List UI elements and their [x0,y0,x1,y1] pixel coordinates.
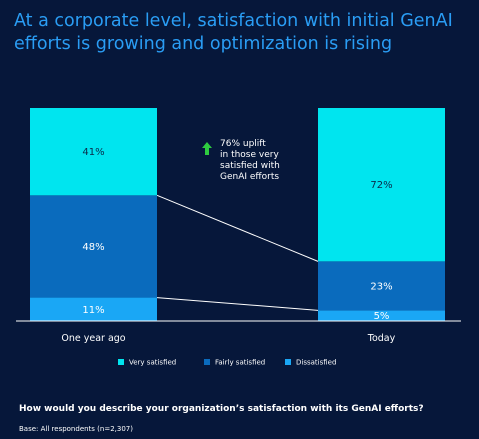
data-label: 5% [374,311,390,322]
legend-swatch [285,359,291,365]
data-label: 11% [82,305,104,316]
bars-group: 11% 48% 41% 5% 23% 72% [30,108,445,322]
data-label: 72% [370,180,392,191]
connector-lines [156,194,319,311]
chart-title: At a corporate level, satisfaction with … [14,11,453,54]
bar-segment [30,108,157,196]
annotation-line: satisfied with [220,161,280,171]
legend: Very satisfied Fairly satisfied Dissatisfi… [118,359,336,367]
data-label: 23% [370,281,392,292]
legend-swatch [118,359,124,365]
base-note: Base: All respondents (n=2,307) [19,425,133,433]
connector-line [156,194,319,262]
annotation-line: 76% uplift [220,139,266,149]
bar-segment [30,297,157,321]
bar-segment [318,261,445,311]
survey-question: How would you describe your organization… [19,404,424,414]
data-label: 41% [82,147,104,158]
category-label: Today [367,333,396,344]
data-label: 48% [82,242,104,253]
category-label: One year ago [61,333,125,344]
annotation-line: GenAI efforts [220,172,279,182]
bar-segment [30,195,157,298]
bar-segment [318,108,445,262]
legend-label: Very satisfied [129,359,176,367]
connector-line [156,297,319,311]
arrow-up-icon [202,142,212,155]
legend-label: Dissatisfied [296,359,336,367]
legend-swatch [204,359,210,365]
legend-label: Fairly satisfied [215,359,265,367]
category-labels: One year ago Today [61,333,395,344]
annotation-line: in those very [220,150,279,160]
bar-segment [318,310,445,321]
